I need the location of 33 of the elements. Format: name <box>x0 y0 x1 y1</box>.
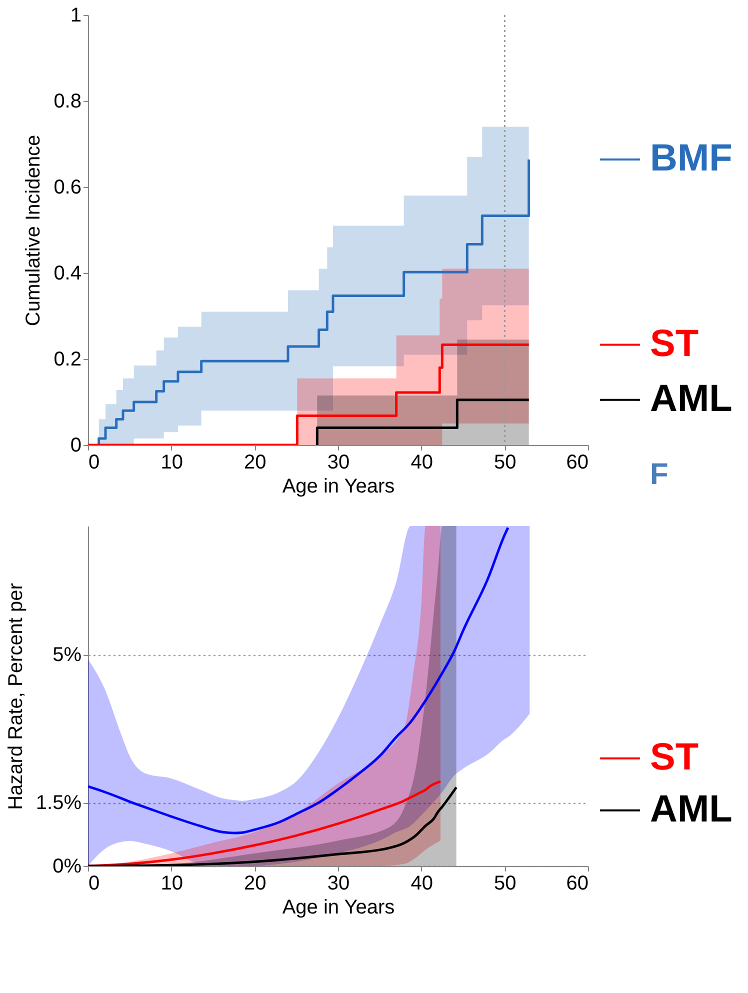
x-tick-label: 30 <box>327 872 350 894</box>
x-axis-title: Age in Years <box>282 476 395 498</box>
x-tick-label: 50 <box>494 872 516 894</box>
x-tick-label: 30 <box>327 452 350 474</box>
x-tick-label: 60 <box>566 452 588 474</box>
y-tick-label: 5% <box>52 644 82 666</box>
legend-label: AML <box>650 788 732 830</box>
x-tick-label: 20 <box>244 872 266 894</box>
y-axis-title: Cumulative Incidence <box>22 134 45 326</box>
x-tick-label: 40 <box>410 872 433 894</box>
y-axis-title: Hazard Rate, Percent per <box>4 582 27 810</box>
x-tick-label: 60 <box>566 872 588 894</box>
x-tick-label: 20 <box>244 452 266 474</box>
x-tick-label: 50 <box>494 452 516 474</box>
y-tick-label: 1 <box>70 4 82 26</box>
y-tick-label: 0% <box>52 856 82 878</box>
y-tick-label: 0.6 <box>54 176 82 198</box>
x-tick-label: 10 <box>160 872 183 894</box>
y-tick-label: 0 <box>70 434 82 456</box>
y-tick-label: 1.5% <box>36 792 82 814</box>
legend-label: BMF <box>650 137 732 180</box>
y-tick-label: 0.2 <box>54 348 82 370</box>
legend-label: ST <box>650 322 699 365</box>
x-axis-title: Age in Years <box>282 896 395 918</box>
y-tick-label: 0.4 <box>54 262 82 284</box>
x-tick-label: 40 <box>410 452 433 474</box>
y-tick-label: 0.8 <box>54 90 82 112</box>
x-tick-label: 10 <box>160 452 183 474</box>
legend-label: AML <box>650 378 732 420</box>
legend-label: ST <box>650 736 699 778</box>
x-tick-label: 0 <box>88 872 100 894</box>
x-tick-label: 0 <box>88 452 100 474</box>
text: F <box>650 458 668 491</box>
